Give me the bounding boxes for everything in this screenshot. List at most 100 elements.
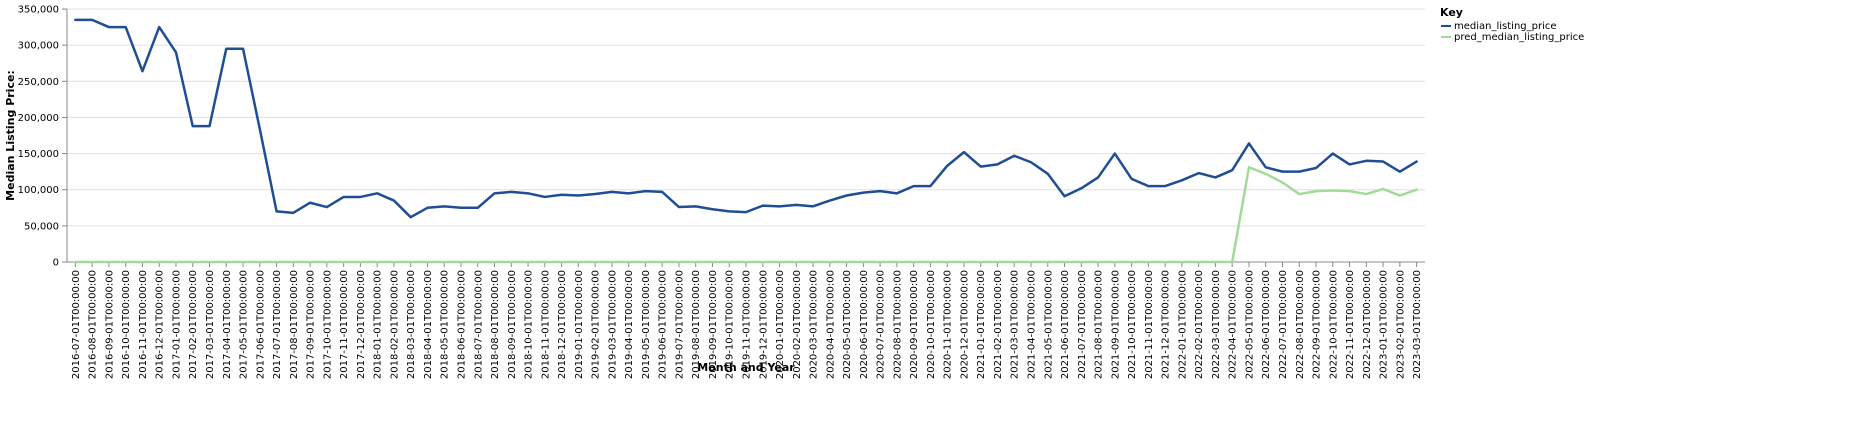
y-axis-ticks: 0 50,000 100,000 150,000 200,000 250,000 300,0… [18, 5, 67, 269]
series-line-median_listing_price [74, 18, 1418, 219]
x-tick-label: 2017-05-01T00:00:00 [239, 270, 250, 379]
x-tick-label: 2016-09-01T00:00:00 [104, 270, 115, 379]
x-tick-label: 2021-04-01T00:00:00 [1027, 270, 1038, 379]
y-tick-label: 350,000 [18, 5, 59, 16]
x-tick-label: 2018-08-01T00:00:00 [490, 270, 501, 379]
x-tick-label: 2017-12-01T00:00:00 [356, 270, 367, 379]
x-axis-title: Month and Year [697, 361, 795, 374]
x-tick-label: 2017-11-01T00:00:00 [339, 270, 350, 379]
x-tick-label: 2016-07-01T00:00:00 [71, 270, 82, 379]
x-tick-label: 2019-08-01T00:00:00 [691, 270, 702, 379]
x-tick-label: 2018-04-01T00:00:00 [423, 270, 434, 379]
y-tick-label: 0 [53, 258, 59, 269]
x-tick-label: 2018-09-01T00:00:00 [507, 270, 518, 379]
x-tick-label: 2020-03-01T00:00:00 [809, 270, 820, 379]
x-tick-label: 2018-11-01T00:00:00 [540, 270, 551, 379]
x-tick-label: 2023-01-01T00:00:00 [1379, 270, 1390, 379]
x-tick-label: 2022-02-01T00:00:00 [1194, 270, 1205, 379]
x-tick-label: 2017-03-01T00:00:00 [205, 270, 216, 379]
x-tick-label: 2022-11-01T00:00:00 [1345, 270, 1356, 379]
x-tick-label: 2021-07-01T00:00:00 [1077, 270, 1088, 379]
y-tick-label: 100,000 [18, 185, 59, 196]
series-lines [74, 18, 1418, 264]
x-tick-label: 2021-06-01T00:00:00 [1060, 270, 1071, 379]
x-tick-label: 2020-09-01T00:00:00 [909, 270, 920, 379]
x-tick-label: 2021-03-01T00:00:00 [1010, 270, 1021, 379]
x-tick-label: 2023-03-01T00:00:00 [1412, 270, 1423, 379]
x-tick-label: 2017-06-01T00:00:00 [255, 270, 266, 379]
x-tick-label: 2017-10-01T00:00:00 [322, 270, 333, 379]
x-tick-label: 2018-12-01T00:00:00 [557, 270, 568, 379]
y-tick-label: 50,000 [24, 221, 59, 232]
y-tick-label: 200,000 [18, 113, 59, 124]
x-tick-label: 2020-08-01T00:00:00 [892, 270, 903, 379]
series-line-pred_median_listing_price [74, 166, 1418, 264]
x-tick-label: 2019-06-01T00:00:00 [658, 270, 669, 379]
x-tick-label: 2017-08-01T00:00:00 [289, 270, 300, 379]
y-tick-label: 150,000 [18, 149, 59, 160]
x-tick-label: 2019-12-01T00:00:00 [758, 270, 769, 379]
x-tick-label: 2019-04-01T00:00:00 [624, 270, 635, 379]
x-tick-label: 2019-11-01T00:00:00 [742, 270, 753, 379]
x-tick-label: 2019-07-01T00:00:00 [674, 270, 685, 379]
x-tick-label: 2018-05-01T00:00:00 [440, 270, 451, 379]
x-tick-label: 2022-04-01T00:00:00 [1228, 270, 1239, 379]
x-tick-label: 2019-02-01T00:00:00 [591, 270, 602, 379]
x-tick-label: 2023-02-01T00:00:00 [1395, 270, 1406, 379]
x-tick-label: 2016-08-01T00:00:00 [88, 270, 99, 379]
x-tick-label: 2016-10-01T00:00:00 [121, 270, 132, 379]
x-tick-label: 2021-09-01T00:00:00 [1110, 270, 1121, 379]
y-tick-label: 250,000 [18, 77, 59, 88]
x-tick-label: 2017-04-01T00:00:00 [222, 270, 233, 379]
x-tick-label: 2018-07-01T00:00:00 [473, 270, 484, 379]
axes [66, 9, 1425, 263]
x-tick-label: 2020-12-01T00:00:00 [959, 270, 970, 379]
x-tick-label: 2021-11-01T00:00:00 [1144, 270, 1155, 379]
x-tick-label: 2019-03-01T00:00:00 [607, 270, 618, 379]
x-tick-label: 2020-01-01T00:00:00 [775, 270, 786, 379]
x-tick-label: 2020-11-01T00:00:00 [943, 270, 954, 379]
x-tick-label: 2022-12-01T00:00:00 [1362, 270, 1373, 379]
y-axis-title: Median Listing Price: [4, 70, 17, 201]
x-tick-label: 2020-05-01T00:00:00 [842, 270, 853, 379]
x-tick-label: 2018-03-01T00:00:00 [406, 270, 417, 379]
x-tick-label: 2021-08-01T00:00:00 [1094, 270, 1105, 379]
x-tick-label: 2019-10-01T00:00:00 [725, 270, 736, 379]
x-tick-label: 2017-01-01T00:00:00 [171, 270, 182, 379]
x-tick-label: 2018-10-01T00:00:00 [524, 270, 535, 379]
x-tick-label: 2021-12-01T00:00:00 [1161, 270, 1172, 379]
x-tick-label: 2022-05-01T00:00:00 [1244, 270, 1255, 379]
x-tick-label: 2021-10-01T00:00:00 [1127, 270, 1138, 379]
x-tick-label: 2022-07-01T00:00:00 [1278, 270, 1289, 379]
y-tick-label: 300,000 [18, 41, 59, 52]
x-tick-label: 2018-01-01T00:00:00 [373, 270, 384, 379]
x-tick-label: 2016-11-01T00:00:00 [138, 270, 149, 379]
x-tick-label: 2022-01-01T00:00:00 [1177, 270, 1188, 379]
x-axis-ticks: 2016-07-01T00:00:00 2016-08-01T00:00:00 20… [71, 262, 1423, 379]
x-tick-label: 2018-06-01T00:00:00 [456, 270, 467, 379]
x-tick-label: 2020-10-01T00:00:00 [926, 270, 937, 379]
x-tick-label: 2022-10-01T00:00:00 [1328, 270, 1339, 379]
x-tick-label: 2021-01-01T00:00:00 [976, 270, 987, 379]
x-tick-label: 2016-12-01T00:00:00 [155, 270, 166, 379]
x-tick-label: 2020-07-01T00:00:00 [876, 270, 887, 379]
x-tick-label: 2019-09-01T00:00:00 [708, 270, 719, 379]
x-tick-label: 2021-02-01T00:00:00 [993, 270, 1004, 379]
grid-lines [67, 8, 1425, 263]
legend-title: Key [1440, 6, 1463, 19]
x-tick-label: 2017-02-01T00:00:00 [188, 270, 199, 379]
x-tick-label: 2021-05-01T00:00:00 [1043, 270, 1054, 379]
x-tick-label: 2022-03-01T00:00:00 [1211, 270, 1222, 379]
x-tick-label: 2018-02-01T00:00:00 [389, 270, 400, 379]
x-tick-label: 2019-05-01T00:00:00 [641, 270, 652, 379]
legend-label: median_listing_price [1454, 21, 1557, 32]
x-tick-label: 2022-09-01T00:00:00 [1312, 270, 1323, 379]
legend-label: pred_median_listing_price [1454, 32, 1584, 43]
x-tick-label: 2017-07-01T00:00:00 [272, 270, 283, 379]
x-tick-label: 2022-06-01T00:00:00 [1261, 270, 1272, 379]
x-tick-label: 2020-02-01T00:00:00 [792, 270, 803, 379]
legend: Key median_listing_pricepred_median_list… [1440, 6, 1584, 43]
x-tick-label: 2020-06-01T00:00:00 [859, 270, 870, 379]
x-tick-label: 2019-01-01T00:00:00 [574, 270, 585, 379]
